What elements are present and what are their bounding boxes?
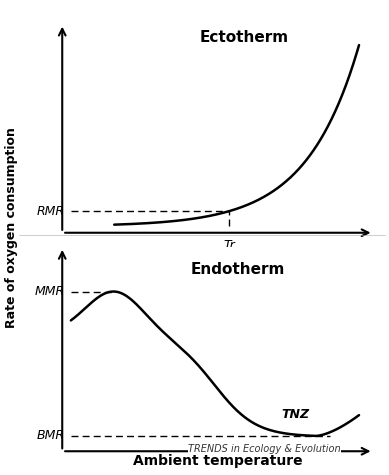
Text: Endotherm: Endotherm bbox=[191, 262, 285, 276]
Text: RMR: RMR bbox=[37, 205, 65, 218]
Text: Tr: Tr bbox=[224, 239, 235, 252]
Text: TRENDS in Ecology & Evolution: TRENDS in Ecology & Evolution bbox=[188, 444, 341, 454]
Text: Rate of oxygen consumption: Rate of oxygen consumption bbox=[5, 128, 18, 328]
Text: Ambient temperature: Ambient temperature bbox=[133, 454, 303, 468]
Text: TNZ: TNZ bbox=[282, 408, 310, 421]
Text: BMR: BMR bbox=[37, 429, 65, 442]
Text: MMR: MMR bbox=[35, 285, 65, 298]
Text: Ectotherm: Ectotherm bbox=[199, 30, 288, 45]
